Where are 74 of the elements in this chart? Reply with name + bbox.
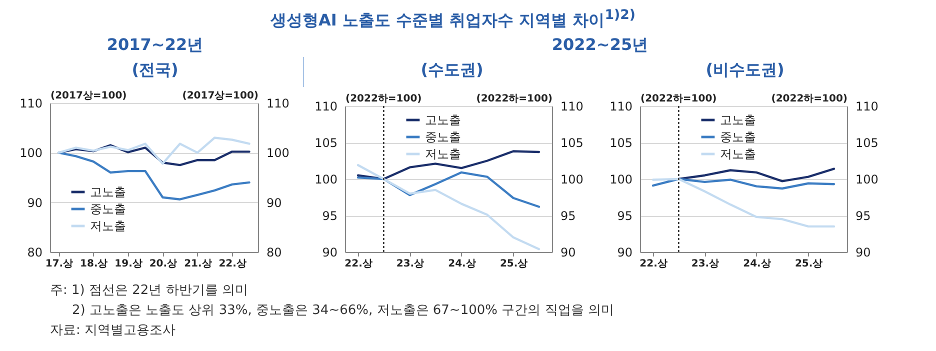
line-series xyxy=(58,136,250,165)
line-series xyxy=(356,150,540,180)
line-series xyxy=(356,164,540,250)
x-tick-label: 21.상 xyxy=(184,258,212,270)
y-tick-label: 100 xyxy=(610,172,632,186)
legend-label: 저노출 xyxy=(424,147,461,161)
y-tick-label: 110 xyxy=(314,100,338,114)
y2-tick-label: 105 xyxy=(856,136,878,150)
x-tick-label: 20.상 xyxy=(149,258,178,270)
y2-tick-label: 95 xyxy=(560,209,576,223)
x-tick-label: 24.상 xyxy=(448,258,476,270)
chart-title: (수도권) xyxy=(420,60,484,81)
y-tick-label: 95 xyxy=(322,209,338,223)
x-tick-label: 23.상 xyxy=(691,258,720,270)
y-axis-title: (2017상=100) xyxy=(50,90,127,102)
legend-label: 중노출 xyxy=(720,130,756,144)
y-tick-label: 90 xyxy=(617,246,632,260)
y2-tick-label: 90 xyxy=(266,196,282,210)
y2-tick-label: 95 xyxy=(856,209,871,223)
y-tick-label: 80 xyxy=(27,246,42,260)
legend-label: 고노출 xyxy=(90,185,126,199)
x-tick-label: 23.상 xyxy=(396,258,424,270)
y-tick-label: 90 xyxy=(322,246,338,260)
legend-label: 고노출 xyxy=(424,113,461,127)
y-tick-label: 110 xyxy=(20,96,42,110)
line-series xyxy=(58,152,250,200)
y-tick-label: 90 xyxy=(27,196,42,210)
chart-title: (전국) xyxy=(132,60,178,81)
line-series xyxy=(652,178,836,228)
y-tick-label: 100 xyxy=(20,146,42,160)
x-tick-label: 22.상 xyxy=(640,258,668,270)
y2-tick-label: 100 xyxy=(856,172,878,186)
x-tick-label: 25.상 xyxy=(500,258,528,270)
line-series xyxy=(356,171,540,208)
y2-axis-title: (2022하=100) xyxy=(476,94,552,104)
legend-label: 고노출 xyxy=(720,113,756,127)
x-tick-label: 18.상 xyxy=(80,258,108,270)
y-tick-label: 105 xyxy=(314,136,338,150)
line-series xyxy=(678,168,836,182)
y2-tick-label: 110 xyxy=(856,100,878,114)
y2-axis-title: (2022하=100) xyxy=(771,94,848,104)
legend-label: 중노출 xyxy=(90,202,126,216)
x-tick-label: 22.상 xyxy=(218,258,246,270)
x-tick-label: 25.상 xyxy=(794,258,823,270)
y-tick-label: 100 xyxy=(314,172,338,186)
y-tick-label: 95 xyxy=(617,209,632,223)
line-series xyxy=(652,178,836,190)
y2-axis-title: (2017상=100) xyxy=(182,90,258,102)
text: 주: 1) 점선은 22년 하반기를 의미 xyxy=(50,282,248,299)
chart-subtitle: 2017~22년 xyxy=(106,35,204,56)
y2-tick-label: 90 xyxy=(560,246,576,260)
y-axis-title: (2022하=100) xyxy=(346,94,422,104)
y2-tick-label: 110 xyxy=(266,96,290,110)
chart-title: (비수도권) xyxy=(706,60,784,81)
legend-label: 중노출 xyxy=(424,130,461,144)
y-tick-label: 105 xyxy=(610,136,632,150)
text: 자료: 지역별고용조사 xyxy=(50,322,176,339)
y2-tick-label: 90 xyxy=(856,246,871,260)
legend-label: 저노출 xyxy=(90,219,126,233)
x-tick-label: 19.상 xyxy=(114,258,142,270)
y2-tick-label: 100 xyxy=(266,146,290,160)
y-tick-label: 110 xyxy=(610,100,632,114)
y-axis-title: (2022하=100) xyxy=(640,94,717,104)
x-tick-label: 17.상 xyxy=(45,258,74,270)
text: 2022~25년 xyxy=(552,35,648,56)
y2-tick-label: 105 xyxy=(560,136,584,150)
text: 2) 고노출은 노출도 상위 33%, 중노출은 34~66%, 저노출은 67~100% 구간의 직업을 의미 xyxy=(72,302,614,319)
y2-tick-label: 80 xyxy=(266,246,282,260)
y2-tick-label: 110 xyxy=(560,100,584,114)
legend-label: 저노출 xyxy=(720,147,756,161)
x-tick-label: 22.상 xyxy=(344,258,372,270)
y2-tick-label: 100 xyxy=(560,172,584,186)
text: 생성형AI 노출도 수준별 취업자수 지역별 차이$^{1)2)}$ xyxy=(270,8,636,32)
x-tick-label: 24.상 xyxy=(743,258,771,270)
